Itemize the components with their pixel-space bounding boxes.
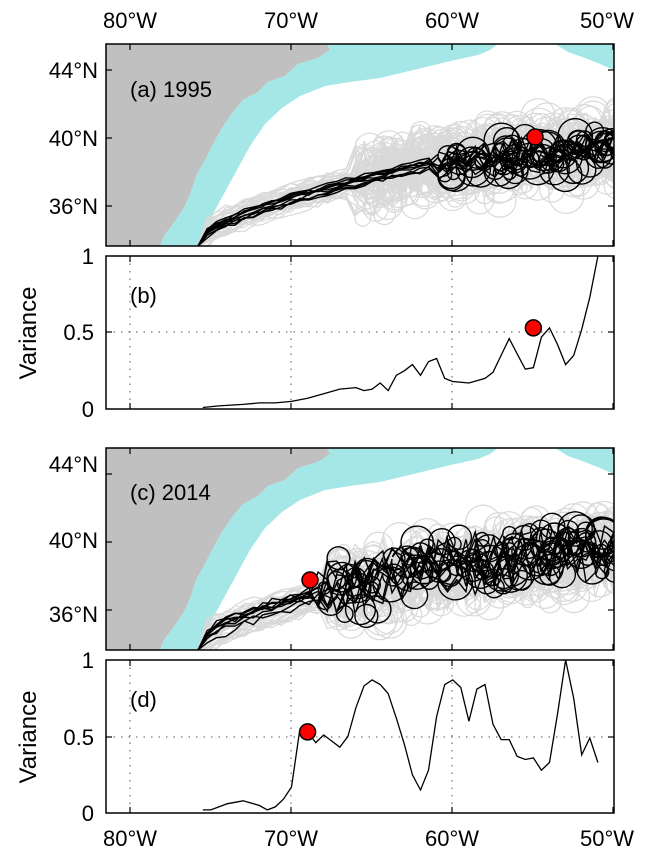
panel-d-frame	[105, 659, 615, 814]
panel-b-marker	[524, 319, 543, 337]
panel-d-marker	[298, 723, 317, 741]
panel-c-lat-label-36: 36°N	[49, 602, 98, 627]
panel-a-lat-label-40: 40°N	[49, 126, 98, 151]
gulf-stream-track	[197, 511, 614, 650]
gulf-stream-track	[197, 518, 614, 650]
bottom-lon-label-70: 70°W	[264, 826, 318, 851]
gulf-stream-track	[197, 522, 614, 650]
panel-a-shelf	[160, 44, 498, 246]
panel-d-variance-line	[202, 659, 599, 811]
panel-b-grid	[106, 256, 614, 409]
top-lon-label-60: 60°W	[425, 8, 479, 33]
panel-b-ytick-1: 1	[82, 244, 94, 269]
panel-b-ticks	[106, 256, 614, 409]
panel-c-realization-tracks	[197, 511, 614, 650]
panel-c-marker	[301, 571, 319, 589]
bottom-lon-label-80: 80°W	[103, 826, 157, 851]
panel-d-label: (d)	[130, 687, 157, 712]
panel-c-shelf	[160, 448, 498, 650]
panel-d-ytick-1: 1	[82, 648, 94, 673]
panel-c-label: (c) 2014	[130, 480, 211, 505]
panel-a-map-layers	[106, 44, 614, 246]
panel-c-shelf-east	[555, 448, 614, 474]
panel-b-variance-line	[202, 255, 599, 409]
panel-b: (b) 1 0.5 0 Variance	[15, 244, 615, 422]
panel-b-label: (b)	[130, 283, 157, 308]
panel-a-land	[106, 44, 330, 246]
panel-a-realization-tracks	[197, 117, 614, 246]
panel-a: (a) 1995 80°W 70°W 60°W 50°W 44°N 40°N 3…	[49, 8, 634, 247]
panel-c-lat-label-44: 44°N	[49, 452, 98, 477]
panel-c-lat-label-40: 40°N	[49, 528, 98, 553]
panel-b-ylabel: Variance	[15, 287, 42, 380]
panel-c-ticks	[106, 448, 614, 650]
panel-d-ytick-0: 0	[82, 801, 94, 826]
gulf-stream-track	[197, 130, 614, 246]
gulf-stream-track	[197, 122, 614, 246]
panel-c-frame	[105, 447, 615, 651]
panel-d: (d) 1 0.5 0 Variance 80°W 70°W 60°W 50°W	[15, 648, 634, 851]
panel-d-ytick-0.5: 0.5	[63, 725, 94, 750]
top-lon-label-80: 80°W	[103, 8, 157, 33]
panel-d-ylabel: Variance	[15, 691, 42, 784]
panel-a-lat-label-36: 36°N	[49, 194, 98, 219]
panel-a-marker	[526, 128, 544, 146]
top-lon-label-50: 50°W	[580, 8, 634, 33]
bottom-lon-label-50: 50°W	[580, 826, 634, 851]
panel-c-map-layers	[106, 448, 614, 650]
bottom-lon-label-60: 60°W	[425, 826, 479, 851]
gulf-stream-track	[197, 519, 614, 650]
panel-a-label: (a) 1995	[130, 77, 212, 102]
panel-a-frame	[105, 43, 615, 247]
panel-a-lat-label-44: 44°N	[49, 58, 98, 83]
gulf-stream-track	[197, 514, 614, 650]
panel-c-land	[106, 448, 330, 650]
panel-c: (c) 2014 44°N 40°N 36°N	[49, 447, 615, 651]
panel-b-ytick-0: 0	[82, 397, 94, 422]
panel-a-lon-ticks	[106, 44, 614, 246]
top-lon-label-70: 70°W	[264, 8, 318, 33]
gulf-stream-track	[198, 121, 614, 246]
panel-b-ytick-0.5: 0.5	[63, 320, 94, 345]
panel-a-shelf-east	[555, 44, 614, 70]
panel-d-ticks	[106, 660, 614, 813]
